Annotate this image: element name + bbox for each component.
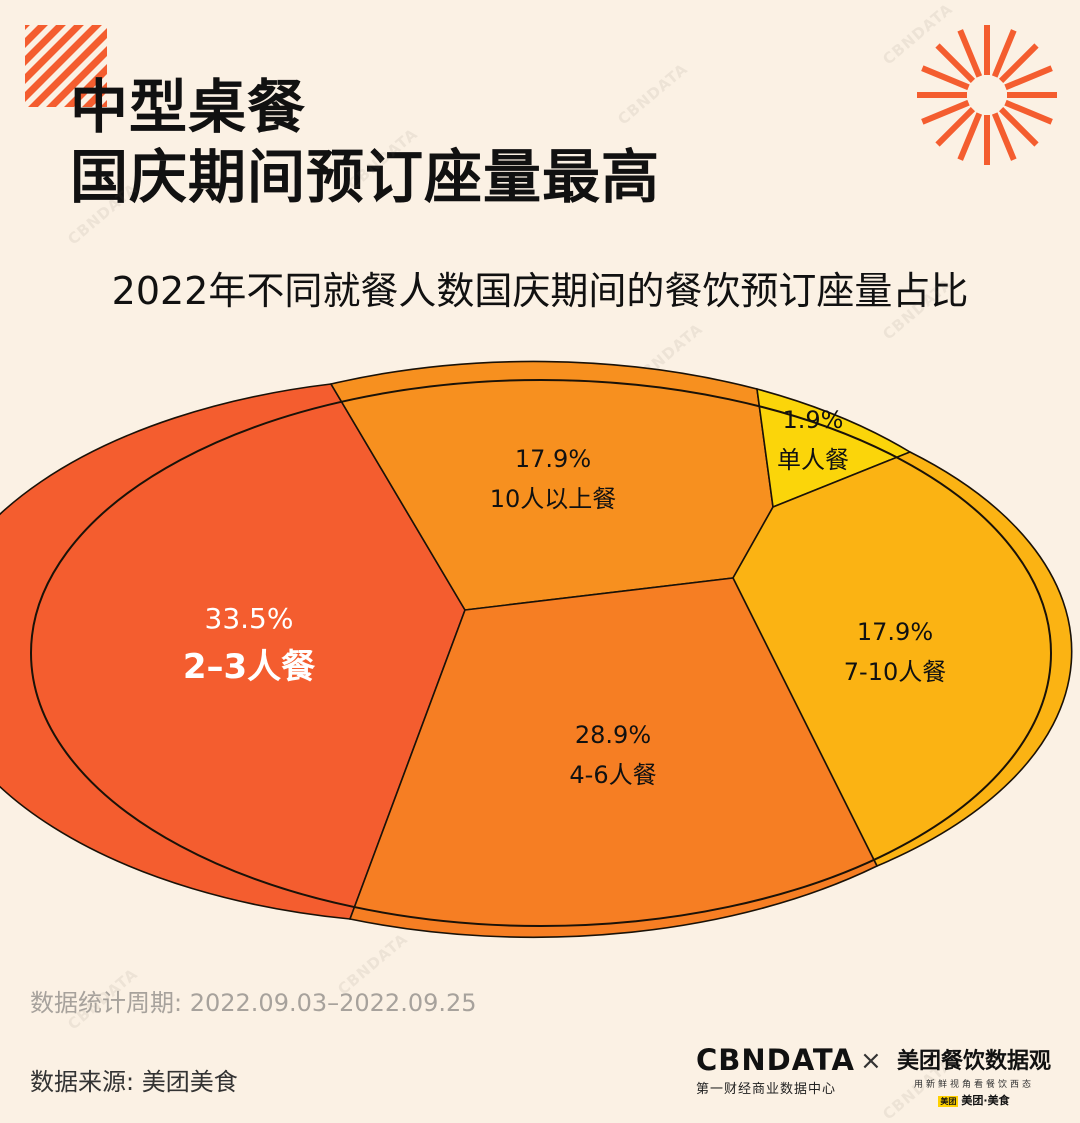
sunburst-ray bbox=[1004, 99, 1053, 125]
slice-value-label: 33.5% bbox=[205, 602, 294, 635]
meituan-mark: 美团 美团·美食 bbox=[897, 1092, 1051, 1108]
sunburst-ray bbox=[921, 65, 970, 91]
slice-category-label: 10人以上餐 bbox=[490, 485, 617, 513]
pie-slice bbox=[329, 360, 774, 611]
sunburst-ray bbox=[991, 29, 1017, 78]
sunburst-ray bbox=[998, 43, 1039, 84]
meituan-logo: 美团餐饮数据观 用新鲜视角看餐饮西态 美团 美团·美食 bbox=[897, 1043, 1051, 1108]
sunburst-ray bbox=[935, 106, 976, 147]
data-source: 数据来源: 美团美食 bbox=[30, 1068, 238, 1096]
sunburst-ray bbox=[957, 112, 983, 161]
meituan-mark-text: 美团·美食 bbox=[961, 1094, 1010, 1107]
pie-slice bbox=[732, 451, 1073, 868]
chart-subtitle: 2022年不同就餐人数国庆期间的餐饮预订座量占比 bbox=[111, 269, 969, 313]
stripes-decoration bbox=[25, 25, 107, 107]
sunburst-ray bbox=[991, 112, 1017, 161]
page-title: 中型桌餐 国庆期间预订座量最高 bbox=[70, 72, 660, 212]
meituan-mark-box: 美团 bbox=[938, 1096, 959, 1107]
meituan-logo-subtitle: 用新鲜视角看餐饮西态 bbox=[914, 1080, 1035, 1090]
slice-category-label: 单人餐 bbox=[777, 446, 849, 474]
cbndata-logo: CBNDATA 第一财经商业数据中心 bbox=[696, 1043, 855, 1097]
slice-value-label: 28.9% bbox=[575, 721, 651, 749]
sunburst-decoration bbox=[917, 25, 1057, 165]
sunburst-ray bbox=[957, 29, 983, 78]
pie-slice bbox=[348, 577, 879, 939]
slice-value-label: 1.9% bbox=[783, 406, 844, 434]
sunburst-ray bbox=[935, 43, 976, 84]
data-period: 数据统计周期: 2022.09.03–2022.09.25 bbox=[30, 989, 477, 1017]
title-line-1: 中型桌餐 bbox=[70, 73, 307, 141]
collab-times-icon: × bbox=[860, 1046, 882, 1076]
sunburst-ray bbox=[1004, 65, 1053, 91]
pie-slice bbox=[0, 383, 466, 920]
cbndata-logo-text: CBNDATA bbox=[696, 1043, 855, 1077]
title-line-2: 国庆期间预订座量最高 bbox=[70, 143, 661, 211]
cbndata-logo-subtitle: 第一财经商业数据中心 bbox=[696, 1082, 837, 1097]
slice-value-label: 17.9% bbox=[857, 618, 933, 646]
meituan-logo-text: 美团餐饮数据观 bbox=[897, 1049, 1052, 1074]
slice-value-label: 17.9% bbox=[515, 445, 591, 473]
sunburst-ray bbox=[921, 99, 970, 125]
slice-category-label: 7-10人餐 bbox=[844, 658, 946, 686]
pie-outline bbox=[30, 379, 1052, 927]
sunburst-ray bbox=[998, 106, 1039, 147]
slice-category-label: 2–3人餐 bbox=[183, 647, 315, 687]
slice-category-label: 4-6人餐 bbox=[569, 761, 656, 789]
